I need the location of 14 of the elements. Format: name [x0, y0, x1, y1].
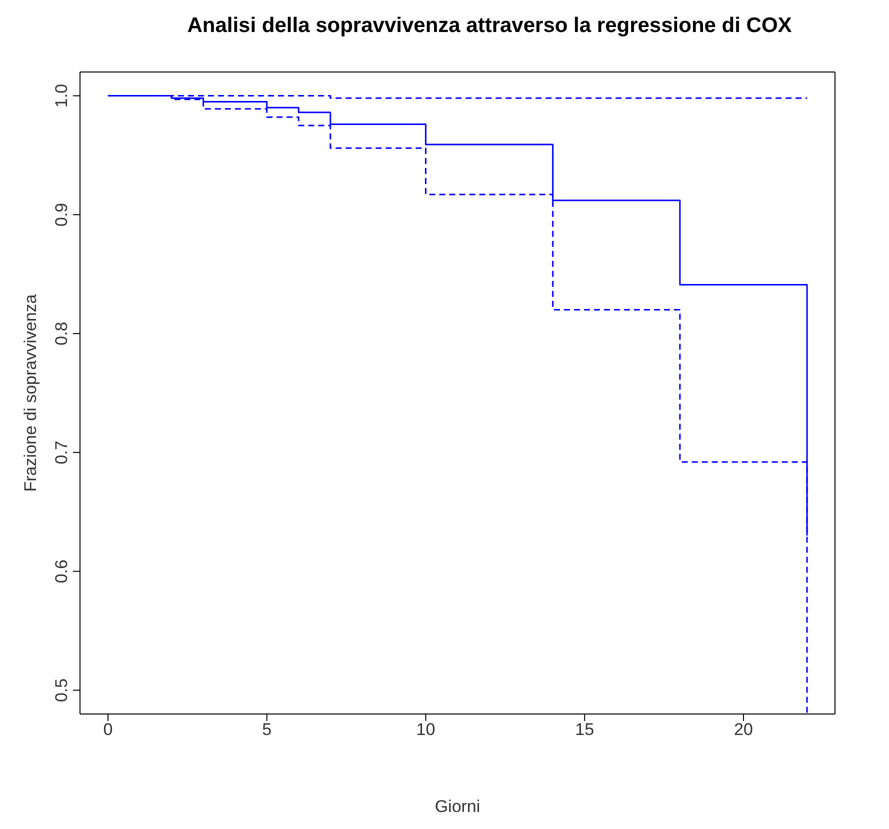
y-tick-label: 0.9 — [52, 202, 71, 226]
chart-title: Analisi della sopravvivenza attraverso la regressione di COX — [186, 14, 793, 39]
y-tick-label: 1.0 — [52, 84, 71, 108]
x-axis-title: Giorni — [434, 797, 480, 816]
x-tick-label: 10 — [416, 720, 436, 740]
y-tick-label: 0.5 — [52, 678, 71, 702]
y-axis-title: Frazione di sopravvivenza — [21, 294, 40, 492]
y-tick-label: 0.8 — [52, 322, 71, 346]
y-tick-label: 0.6 — [52, 560, 71, 584]
y-tick-label: 0.7 — [52, 440, 71, 464]
x-tick-label: 5 — [262, 720, 272, 740]
x-tick-label: 15 — [575, 720, 594, 740]
x-tick-label: 0 — [103, 720, 113, 740]
x-tick-label: 20 — [734, 720, 753, 740]
